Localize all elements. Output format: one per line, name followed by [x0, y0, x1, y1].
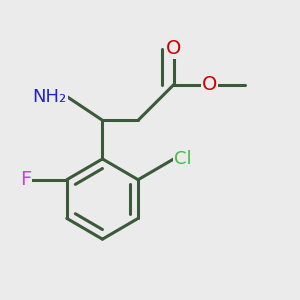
Text: O: O	[166, 39, 182, 58]
Text: O: O	[202, 75, 217, 94]
Text: Cl: Cl	[174, 150, 191, 168]
Text: F: F	[20, 170, 31, 189]
Text: NH₂: NH₂	[32, 88, 67, 106]
